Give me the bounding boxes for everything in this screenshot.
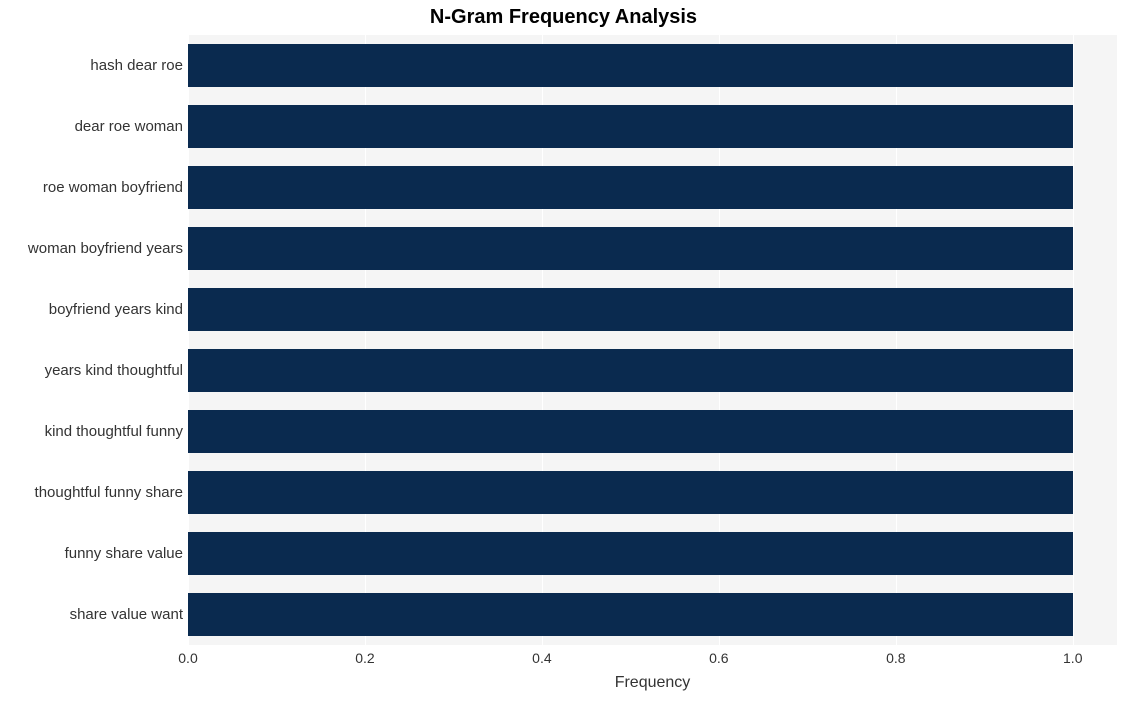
bar: [188, 532, 1073, 576]
y-tick-label: boyfriend years kind: [0, 279, 183, 340]
bar-slot: [188, 462, 1117, 523]
y-tick-label: kind thoughtful funny: [0, 401, 183, 462]
bar: [188, 349, 1073, 393]
y-tick-label: hash dear roe: [0, 35, 183, 96]
y-tick-label: dear roe woman: [0, 96, 183, 157]
y-tick-label: roe woman boyfriend: [0, 157, 183, 218]
y-tick-label: years kind thoughtful: [0, 340, 183, 401]
bar-slot: [188, 584, 1117, 645]
bar-slot: [188, 279, 1117, 340]
bar: [188, 105, 1073, 149]
bar: [188, 44, 1073, 88]
y-tick-label: funny share value: [0, 523, 183, 584]
x-axis-label: Frequency: [188, 674, 1117, 692]
x-tick-label: 0.2: [355, 650, 374, 666]
y-tick-label: share value want: [0, 584, 183, 645]
x-tick-label: 0.6: [709, 650, 728, 666]
bar: [188, 593, 1073, 637]
bar: [188, 471, 1073, 515]
bar-slot: [188, 401, 1117, 462]
bar: [188, 410, 1073, 454]
bar-slot: [188, 96, 1117, 157]
bar-slot: [188, 218, 1117, 279]
ngram-frequency-chart: N-Gram Frequency Analysis hash dear roed…: [0, 0, 1127, 701]
bar-slot: [188, 35, 1117, 96]
y-tick-label: thoughtful funny share: [0, 462, 183, 523]
y-axis-labels: hash dear roedear roe womanroe woman boy…: [0, 35, 183, 645]
bar: [188, 288, 1073, 332]
plot-area: [188, 35, 1117, 645]
y-tick-label: woman boyfriend years: [0, 218, 183, 279]
x-tick-label: 0.8: [886, 650, 905, 666]
x-tick-label: 0.4: [532, 650, 551, 666]
bar-slot: [188, 340, 1117, 401]
bars-holder: [188, 35, 1117, 645]
x-axis-ticks: 0.00.20.40.60.81.0: [188, 650, 1117, 670]
bar-slot: [188, 523, 1117, 584]
bar: [188, 166, 1073, 210]
chart-title: N-Gram Frequency Analysis: [0, 6, 1127, 29]
bar: [188, 227, 1073, 271]
x-tick-label: 1.0: [1063, 650, 1082, 666]
x-tick-label: 0.0: [178, 650, 197, 666]
bar-slot: [188, 157, 1117, 218]
